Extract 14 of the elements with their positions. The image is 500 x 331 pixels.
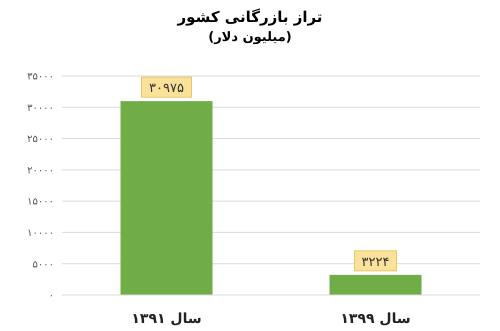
y-tick-label: ۱۰۰۰۰ — [27, 228, 54, 239]
data-label: ۳۰۹۷۵ — [149, 81, 184, 96]
y-tick-label: ۱۵۰۰۰ — [27, 196, 54, 208]
y-tick-label: ۲۵۰۰۰ — [27, 134, 54, 146]
data-label: ۳۲۲۴ — [362, 254, 390, 270]
y-tick-label: ۰ — [48, 290, 54, 302]
y-tick-label: ۳۵۰۰۰ — [27, 72, 54, 83]
y-tick-label: ۳۰۰۰۰ — [27, 102, 54, 114]
chart-title: تراز بازرگانی کشور — [176, 7, 324, 28]
x-tick-label: سال ۱۳۹۱ — [131, 310, 202, 327]
chart-subtitle: (میلیون دلار) — [207, 30, 293, 47]
y-tick-label: ۲۰۰۰۰ — [27, 165, 54, 176]
y-tick-label: ۵۰۰۰ — [32, 259, 54, 270]
x-tick-label: سال ۱۳۹۹ — [340, 310, 411, 327]
